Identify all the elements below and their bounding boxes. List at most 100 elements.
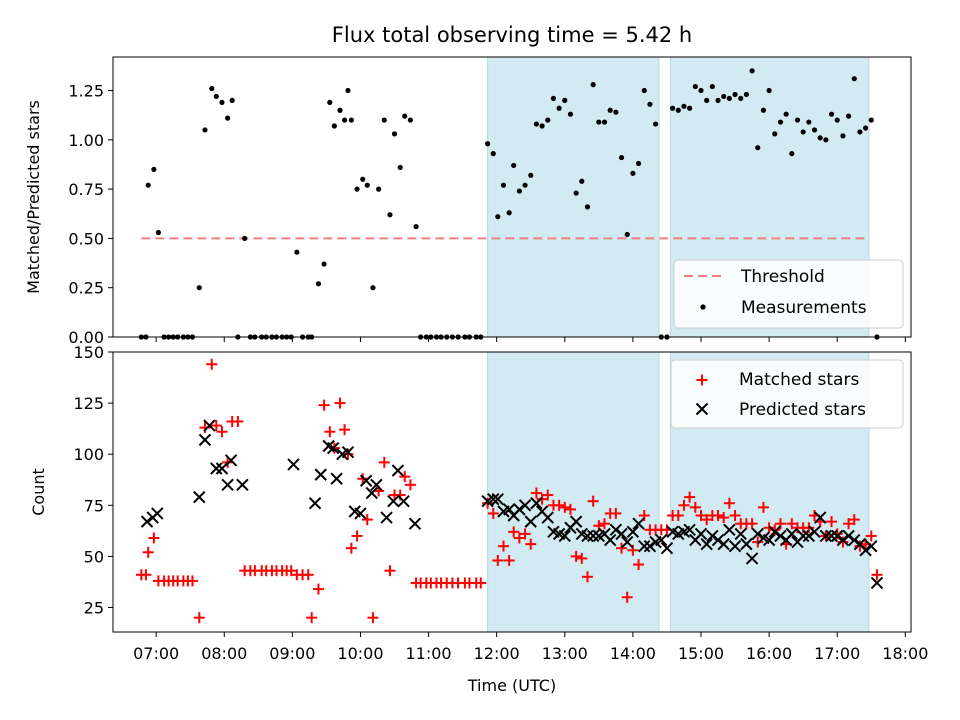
measurement-point [811,127,818,133]
top-y-axis-label: Matched/Predicted stars [24,100,43,294]
bottom-y-tick-label: 25 [84,598,104,617]
matched-star-point [689,501,701,513]
measurement-point [364,182,370,188]
measurement-point [354,186,360,192]
x-stroke [740,537,753,551]
measurement-point [766,87,772,94]
predicted-star-point [236,478,249,492]
matched-star-point [769,524,781,536]
measurement-point [213,93,219,100]
predicted-legend-marker [695,402,709,416]
x-tick-label: 12:00 [474,644,520,663]
predicted-star-point [615,527,628,541]
x-stroke [569,515,583,528]
predicted-star-point [586,529,600,543]
observing-window-shade [487,351,660,633]
matched-star-point [786,518,798,530]
threshold-legend-label: Threshold [740,267,825,287]
measurements-legend-swatch [700,304,706,310]
top-y-ticks: 0.00 0.25 0.50 0.75 1.00 1.25 [68,82,113,347]
bottom-y-axis-label: Count [29,468,48,516]
predicted-star-point [151,507,164,520]
measurement-point [381,117,387,123]
predicted-star-point [700,537,713,551]
x-stroke [370,478,383,492]
matched-star-point [599,518,611,530]
top-axes-frame [112,56,912,338]
predicted-star-point [740,537,753,551]
x-stroke [513,503,526,516]
x-stroke [598,527,611,541]
predicted-star-point [140,515,154,528]
measurement-point [681,103,687,109]
predicted-star-point [638,539,651,553]
matched-star-point [475,577,487,589]
predicted-stars-legend-swatch [695,402,709,416]
matched-star-point [672,510,684,522]
bottom-axes-frame [112,351,912,633]
measurement-point [868,117,874,123]
predicted-star-point [825,529,838,543]
x-stroke [140,515,154,528]
top-y-tick-label: 0.50 [68,229,104,248]
predicted-stars-layer [140,419,884,590]
figure-title: Flux total observing time = 5.42 h [332,23,692,47]
measurement-point [345,87,351,94]
measurement-point [327,99,333,105]
top-y-tick-label: 0.00 [68,328,104,347]
predicted-star-point [224,454,238,467]
top-y-tick-label: 1.25 [68,82,104,101]
measurement-point [500,182,507,188]
matched-star-point [312,583,324,595]
matched-star-point [342,448,354,460]
predicted-star-point [632,517,645,530]
x-stroke [831,529,844,543]
measurement-point [387,212,393,218]
measurement-point [618,154,625,161]
measurement-point [840,133,846,139]
measurement-point [202,127,208,133]
predicted-star-point [341,445,355,459]
measurement-point [376,186,382,192]
matched-star-point [564,503,576,515]
x-tick-label: 07:00 [133,644,179,663]
measurement-point [545,117,551,123]
predicted-star-point [359,474,373,487]
bottom-panel: 25 50 75 100 125 150 07:00 08:00 09:00 10:00 11:0… [29,343,928,695]
x-stroke [796,529,810,543]
predicted-star-point [193,490,206,504]
matched-star-point [865,530,877,542]
measurement-point [331,123,337,129]
x-tick-label: 16:00 [746,644,792,663]
predicted-star-point [706,529,719,543]
matched-star-point [576,552,588,564]
x-stroke [314,468,327,481]
measurement-point [413,223,419,230]
measurement-point [601,119,608,125]
measurement-point [550,95,557,102]
measurement-point [845,113,852,119]
x-stroke [330,472,343,485]
measurement-point [533,121,540,127]
x-stroke [711,533,725,547]
matched-star-point [367,612,379,624]
x-stroke [762,533,776,547]
predicted-star-point [808,525,821,539]
measurement-point [516,188,522,194]
measurement-point [715,97,721,103]
matched-star-point [324,426,336,438]
matched-star-point [854,540,866,552]
matched-star-point [871,569,883,581]
predicted-star-point [683,523,696,537]
measurement-point [698,87,704,94]
measurement-point [687,105,693,111]
x-stroke [768,525,781,539]
predicted-star-point [308,497,322,510]
measurements-layer [138,68,880,340]
predicted-star-point [603,533,617,547]
x-stroke [853,537,867,551]
matched-star-point [345,542,357,554]
matched-star-point [361,514,373,526]
measurement-point [851,76,857,82]
predicted-star-point [198,433,212,447]
